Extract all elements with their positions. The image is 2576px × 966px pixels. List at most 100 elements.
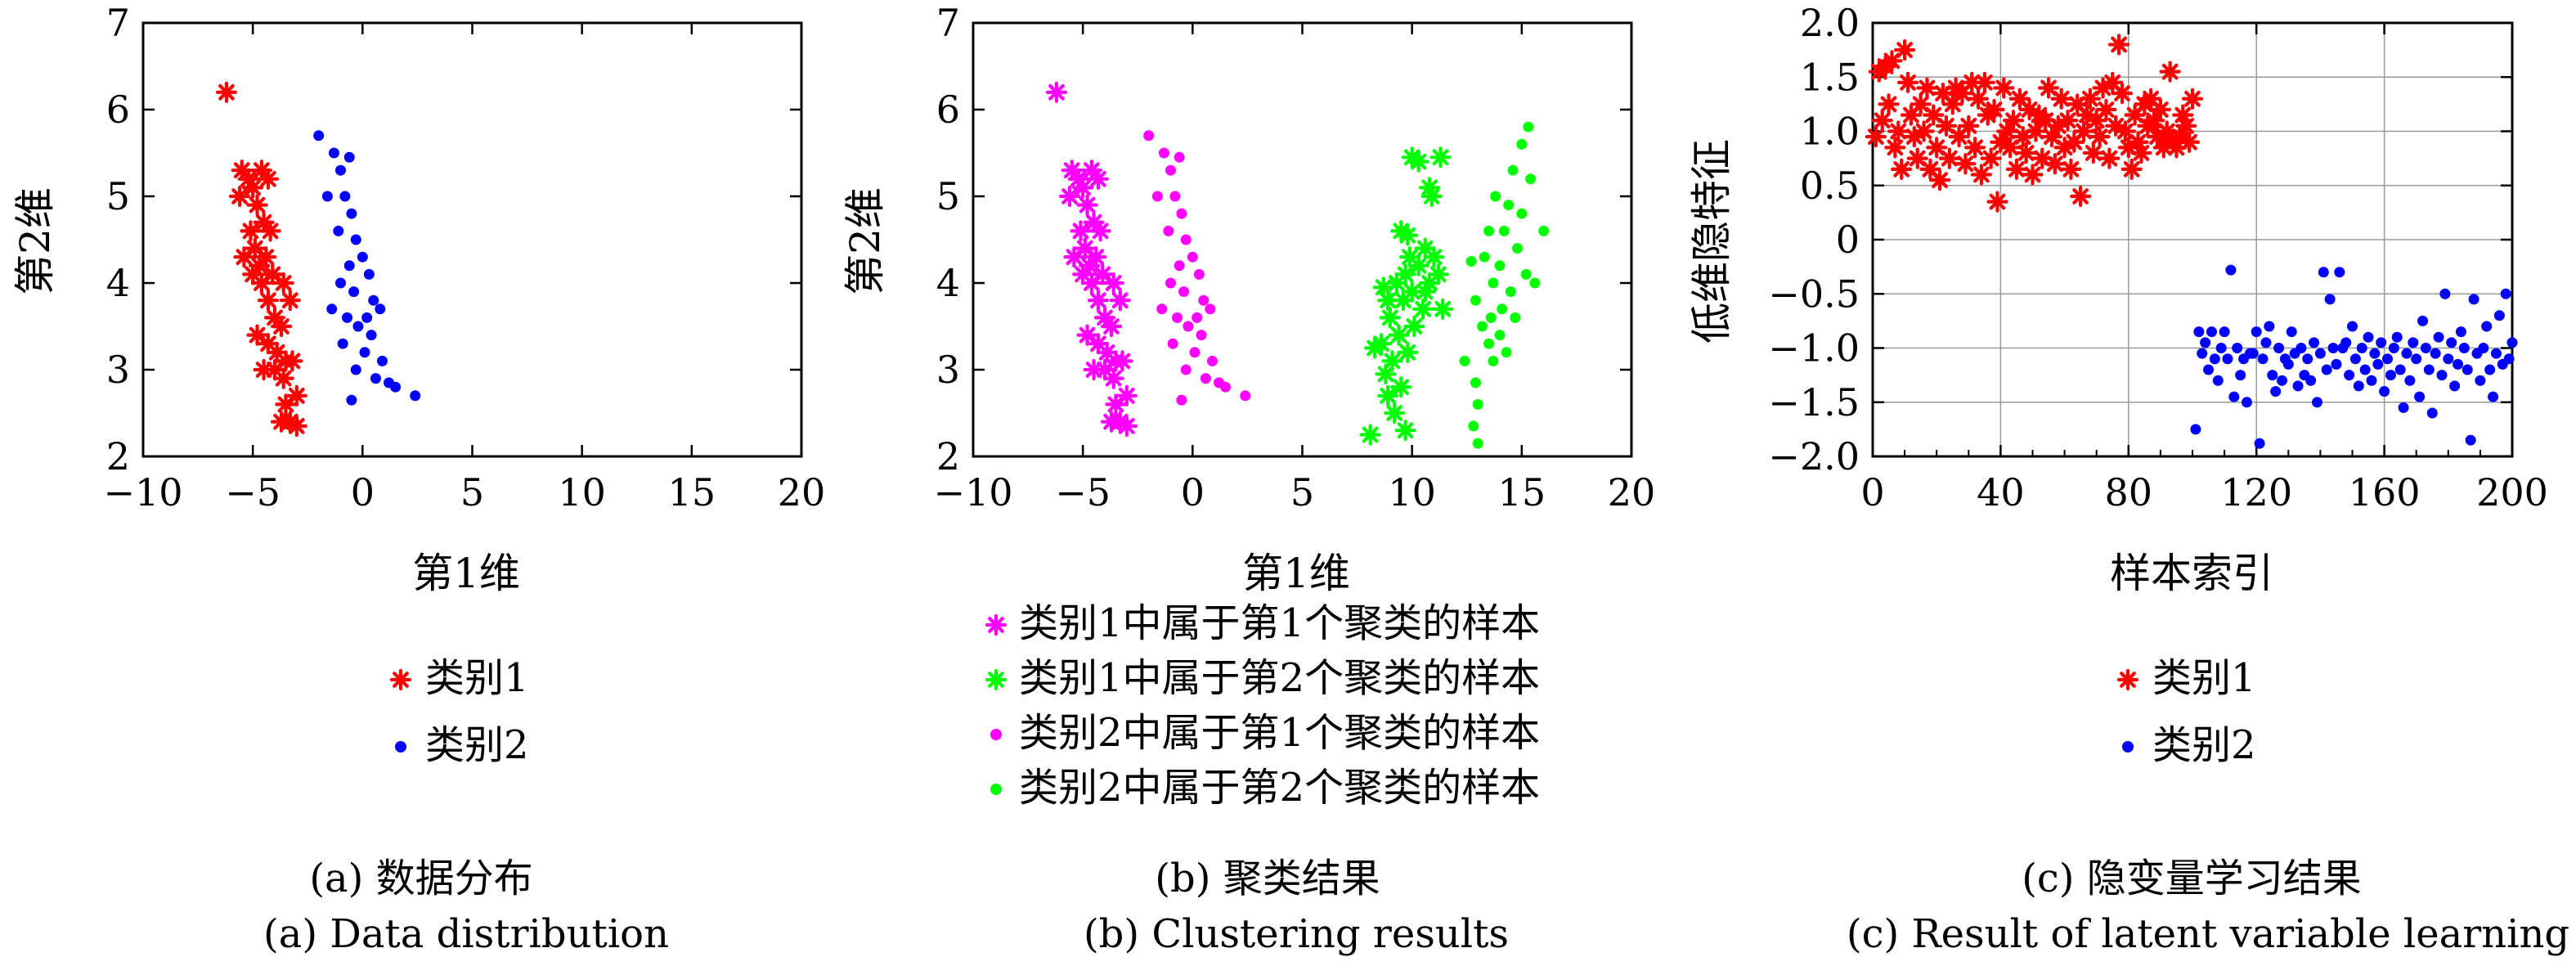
data-point	[1465, 256, 1477, 267]
data-point	[321, 191, 333, 202]
caption-en-a: (a) Data distribution	[263, 911, 669, 957]
caption-en-b: (b) Clustering results	[1084, 911, 1509, 957]
data-point	[2490, 348, 2502, 359]
data-point	[2506, 337, 2518, 348]
data-point	[1045, 81, 1068, 103]
data-point	[2417, 315, 2429, 326]
data-point	[2098, 147, 2120, 169]
data-point	[1411, 298, 1434, 320]
y-tick-label: 4	[936, 261, 960, 305]
data-point	[2318, 267, 2329, 278]
data-point	[1109, 290, 1131, 312]
series-2	[1359, 146, 1454, 446]
panel-c: 0 40 80 120 160 200 2.0 1.5 1.0 0.5 0 −0.5 −1.0 −1.5 −…	[1688, 1, 2569, 957]
x-tick-label: 20	[1608, 470, 1656, 514]
plot-frame	[972, 21, 1633, 458]
data-point	[337, 338, 348, 349]
y-tick-label: 2.0	[1800, 1, 1860, 45]
data-point	[1938, 147, 1960, 169]
data-point	[2372, 358, 2384, 370]
data-point	[2225, 264, 2237, 276]
data-point	[1510, 312, 1521, 323]
x-tick-label: 10	[1388, 470, 1436, 514]
x-axis-label-c: 样本索引	[2110, 550, 2273, 597]
data-point	[2264, 321, 2275, 332]
data-point	[1196, 330, 1207, 341]
data-point	[2228, 391, 2240, 402]
data-point	[1076, 194, 1098, 216]
data-point	[2388, 343, 2399, 353]
y-tick-label: 5	[106, 174, 130, 218]
data-point	[1485, 312, 1497, 323]
data-point	[2260, 337, 2272, 348]
data-point	[2430, 348, 2441, 359]
data-point	[1192, 312, 1203, 323]
data-point	[2209, 353, 2220, 365]
x-tick-label: 20	[778, 470, 826, 514]
data-point	[2369, 348, 2381, 359]
data-point	[2327, 343, 2339, 353]
data-point	[1390, 376, 1412, 398]
data-point	[1910, 93, 1932, 115]
data-point	[1507, 164, 1519, 176]
data-point	[346, 208, 357, 219]
data-point	[2222, 353, 2233, 365]
data-point	[2270, 386, 2282, 397]
data-point	[2085, 110, 2107, 132]
data-point	[1074, 237, 1096, 259]
data-point	[1363, 337, 1386, 359]
data-point	[2005, 158, 2028, 180]
data-point	[2309, 337, 2320, 348]
plot-frame	[141, 21, 803, 458]
data-point	[1479, 251, 1490, 263]
data-point	[285, 415, 307, 438]
data-point	[2114, 120, 2136, 142]
data-point	[1516, 138, 1528, 150]
data-point	[1143, 130, 1155, 142]
data-point	[1172, 312, 1183, 323]
data-point	[1193, 268, 1205, 280]
data-point	[352, 321, 364, 332]
data-point	[2324, 294, 2336, 305]
data-point	[1420, 185, 1443, 208]
data-point	[1205, 303, 1216, 315]
y-axis-label-c: 低维隐特征	[1688, 139, 1735, 344]
data-point	[2493, 310, 2505, 321]
y-tick-label: 7	[936, 1, 960, 45]
series-1	[215, 81, 307, 438]
data-point	[2363, 331, 2374, 343]
data-point	[1377, 384, 1399, 407]
data-point	[1986, 191, 2008, 213]
data-point	[2347, 321, 2358, 332]
data-point	[2398, 402, 2409, 413]
legend-label: 类别1中属于第1个聚类的样本	[1019, 600, 1540, 646]
data-point	[2247, 348, 2259, 359]
data-point	[326, 303, 338, 315]
y-axis-label-b: 第2维	[841, 187, 889, 295]
data-point	[1174, 260, 1185, 272]
data-point	[257, 168, 280, 190]
series-1	[1865, 34, 2204, 213]
data-point	[2458, 343, 2470, 353]
x-tick-label: −10	[933, 470, 1012, 514]
data-point	[2190, 424, 2201, 435]
data-point	[2273, 343, 2285, 353]
legend-b: 类别1中属于第1个聚类的样本类别1中属于第2个聚类的样本类别2中属于第1个聚类的…	[985, 600, 1540, 811]
data-point	[2206, 326, 2217, 338]
x-axis-label-b: 第1维	[1242, 550, 1350, 597]
data-point	[2349, 353, 2361, 365]
data-point	[1089, 220, 1111, 242]
data-point	[272, 367, 294, 389]
legend-marker	[2122, 741, 2134, 753]
data-point	[1964, 137, 1986, 159]
data-point	[390, 381, 402, 393]
data-point	[1896, 71, 1919, 93]
data-point	[2044, 153, 2066, 175]
x-tick-label: −5	[225, 470, 280, 514]
data-point	[2321, 364, 2332, 375]
data-point	[1169, 191, 1181, 202]
y-tick-label: 4	[106, 261, 130, 305]
data-point	[361, 312, 373, 323]
data-point	[2219, 326, 2230, 338]
data-point	[1516, 208, 1528, 219]
